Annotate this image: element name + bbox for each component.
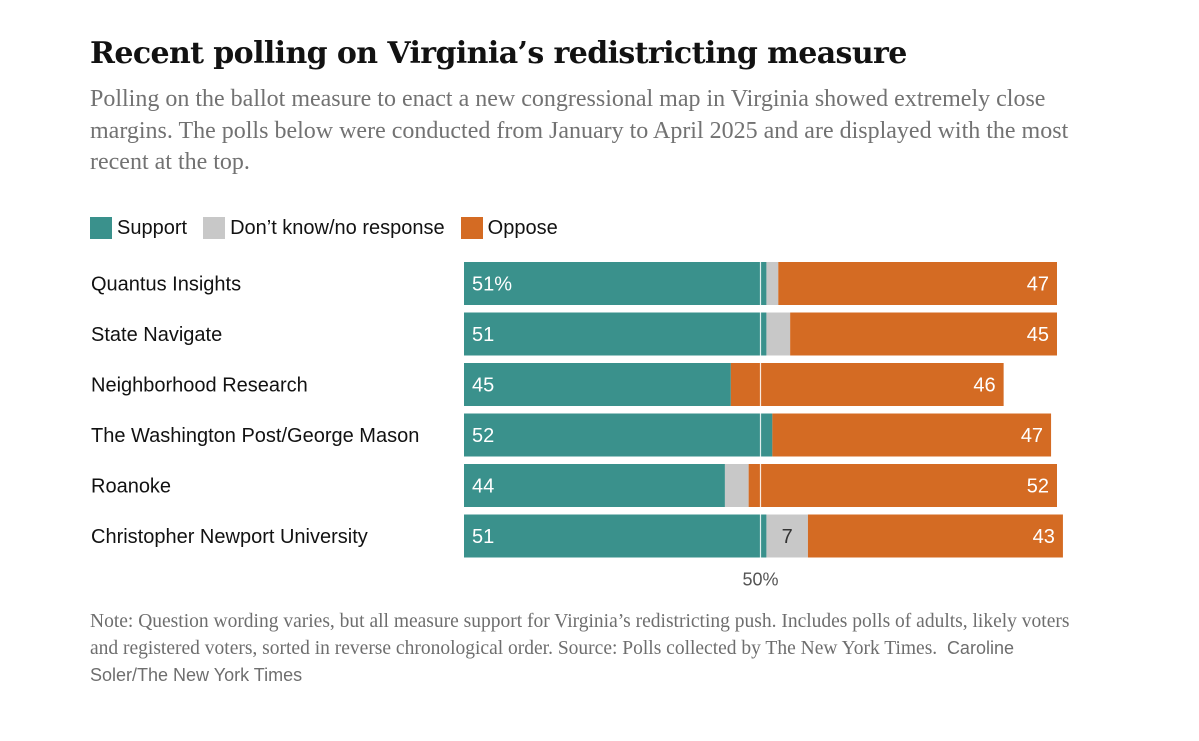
data-label-support: 51%	[472, 274, 512, 296]
category-label: State Navigate	[91, 324, 222, 346]
data-label-oppose: 46	[973, 375, 995, 397]
legend-label-support: Support	[117, 216, 188, 239]
legend-swatch-support	[90, 217, 112, 239]
legend-item-oppose: Oppose	[460, 216, 558, 240]
legend-label-unsure: Don’t know/no response	[230, 216, 445, 239]
data-label-support: 51	[472, 526, 494, 548]
legend-item-unsure: Don’t know/no response	[203, 217, 445, 240]
legend-item-support: Support	[90, 217, 187, 240]
category-label: Roanoke	[91, 476, 171, 498]
bar-segment-oppose	[748, 464, 1057, 507]
bar-segment-support	[464, 464, 725, 507]
note-text: Note: Question wording varies, but all m…	[90, 611, 1070, 659]
bar-segment-support	[464, 312, 767, 356]
legend-swatch-unsure	[203, 217, 226, 239]
data-label-support: 44	[472, 476, 494, 498]
bar-segment-support	[464, 262, 767, 305]
data-label-oppose: 47	[1021, 425, 1043, 447]
bar-segment-unsure	[724, 464, 749, 507]
bar-segment-unsure	[766, 312, 791, 356]
data-label-support: 51	[472, 324, 494, 346]
legend-label-oppose: Oppose	[487, 216, 558, 239]
category-label: Christopher Newport University	[91, 526, 368, 548]
data-label-oppose: 47	[1027, 274, 1049, 296]
category-label: The Washington Post/George Mason	[91, 425, 419, 447]
bar-segment-oppose	[790, 312, 1057, 356]
data-label-oppose: 43	[1033, 526, 1055, 548]
data-label-oppose: 45	[1027, 324, 1049, 346]
data-label-unsure: 7	[782, 526, 793, 548]
bar-segment-unsure	[766, 262, 779, 305]
chart-note: Note: Question wording varies, but all m…	[90, 609, 1075, 689]
bar-segment-oppose	[772, 413, 1052, 457]
bar-segment-support	[464, 514, 767, 558]
bar-segment-oppose	[807, 514, 1063, 558]
bar-segment-oppose	[778, 262, 1057, 305]
bar-segment-unsure	[766, 514, 808, 558]
bar-segment-support	[464, 363, 731, 406]
data-label-support: 45	[472, 375, 494, 397]
data-label-support: 52	[472, 425, 494, 447]
category-label: Neighborhood Research	[91, 375, 308, 397]
category-label: Quantus Insights	[91, 274, 241, 296]
credit-text: Caroline Soler/The New York Times	[90, 638, 1014, 685]
legend: Support Don’t know/no response Oppose	[90, 215, 574, 241]
chart-subtitle: Polling on the ballot measure to enact a…	[90, 86, 1069, 175]
chart-title: Recent polling on Virginia’s redistricti…	[90, 36, 907, 71]
reference-line-label: 50%	[742, 570, 778, 590]
bar-segment-oppose	[730, 363, 1004, 406]
legend-swatch-oppose	[460, 217, 483, 239]
stacked-bar-chart: Quantus Insights 51% 47 State Navigate 51 45 N…	[91, 260, 1063, 590]
bar-segment-support	[464, 413, 773, 457]
data-label-oppose: 52	[1027, 476, 1049, 498]
